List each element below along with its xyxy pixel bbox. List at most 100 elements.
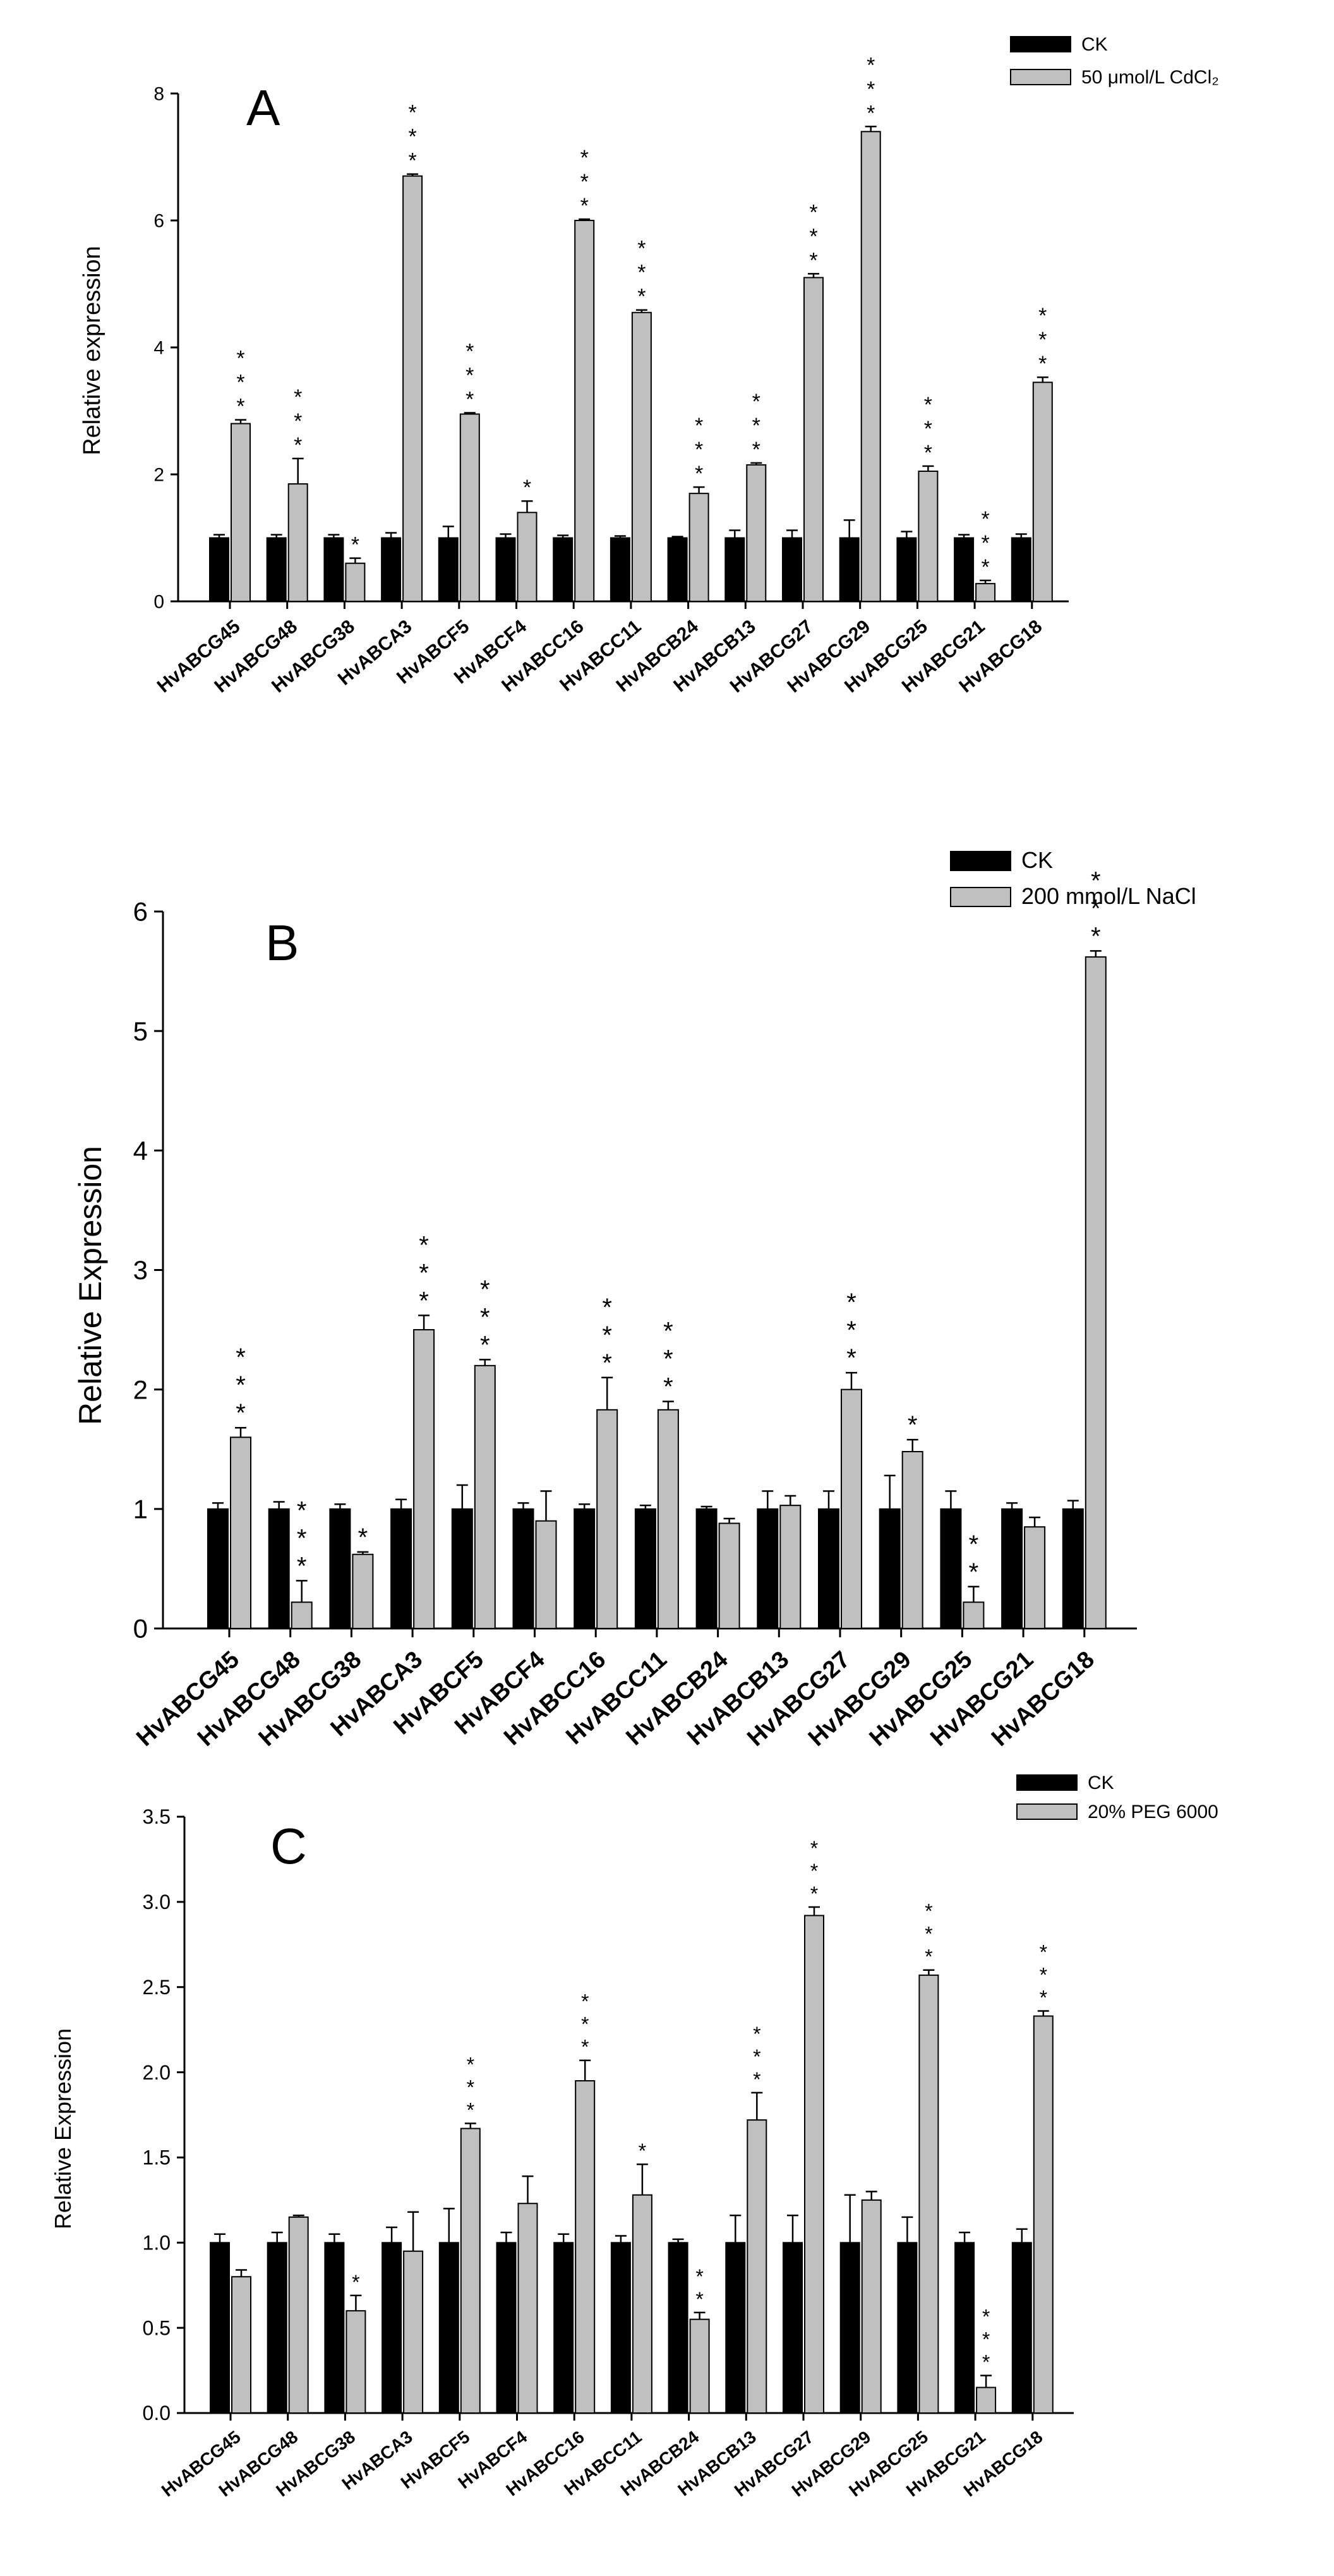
bar-treatment-hvabcc11 [657,1409,679,1629]
bar-ck-hvabcf5 [438,537,459,602]
significance-star: * [351,533,359,557]
significance-star: * [602,1349,612,1377]
bar-treatment-hvabcf5 [460,2128,481,2414]
bar-ck-hvabcg29 [839,537,860,602]
bar-treatment-hvabcg18 [1085,956,1107,1629]
bar-ck-hvabcf5 [451,1508,473,1629]
y-tick-label: 5 [133,1016,148,1046]
significance-star: * [419,1259,429,1287]
bar-treatment-hvabcb13 [779,1505,802,1630]
significance-star: * [867,77,875,101]
significance-star: * [925,1900,932,1923]
bar-ck-hvabcb24 [667,537,688,602]
bar-treatment-hvabcc11 [632,2194,652,2414]
significance-star: * [982,2328,990,2351]
legend-c-treatment-swatch [1016,1803,1078,1820]
bar-ck-hvabcb24 [695,1508,718,1629]
bar-treatment-hvabcg25 [963,1601,985,1629]
significance-star: * [352,2271,359,2294]
significance-star: * [924,393,932,417]
significance-star: * [602,1294,612,1321]
significance-star: * [236,347,244,371]
bar-ck-hvabcg27 [783,2242,803,2414]
significance-star: * [480,1303,490,1331]
significance-star: * [1038,304,1047,328]
bar-treatment-hvabcg18 [1032,382,1053,603]
bar-ck-hvabcb13 [725,2242,746,2414]
significance-star: * [663,1318,673,1345]
significance-star: * [1040,1986,1047,2009]
bar-treatment-hvabca3 [402,175,423,602]
legend-c-treatment-label: 20% PEG 6000 [1088,1802,1218,1822]
legend-b-treatment-label: 200 mmol/L NaCl [1021,883,1196,909]
significance-star: * [408,125,416,149]
bar-treatment-hvabcg38 [345,562,366,603]
bar-ck-hvabcc16 [574,1508,596,1629]
significance-star: * [846,1344,856,1372]
significance-star: * [358,1524,368,1551]
significance-star: * [981,507,989,531]
significance-star: * [581,1990,589,2013]
y-tick-label: 1.0 [143,2231,171,2254]
significance-star: * [1040,1941,1047,1963]
bar-ck-hvabca3 [382,2242,402,2414]
significance-star: * [867,53,875,77]
significance-star: * [236,395,244,419]
bar-treatment-hvabcg29 [860,131,881,603]
significance-star: * [581,2013,589,2036]
significance-star: * [663,1345,673,1373]
bar-treatment-hvabcc16 [596,1409,618,1629]
y-tick-label: 2 [153,465,164,486]
significance-star: * [810,1860,818,1882]
bar-treatment-hvabcb24 [688,493,709,603]
significance-star: * [466,364,474,388]
bar-treatment-hvabcg21 [1024,1526,1046,1629]
significance-star: * [419,1231,429,1259]
panel-b-legend: CK 200 mmol/L NaCl [950,847,1196,909]
bar-treatment-hvabcg45 [230,1436,251,1629]
bar-ck-hvabca3 [390,1508,412,1629]
bar-ck-hvabcg27 [818,1508,839,1629]
significance-star: * [466,388,474,412]
panel-a-label: A [246,80,280,136]
bar-treatment-hvabcg45 [231,423,251,602]
significance-star: * [580,194,589,218]
bar-ck-hvabca3 [381,537,402,602]
significance-star: * [1038,352,1047,376]
significance-star: * [637,261,646,285]
bar-ck-hvabcg21 [1001,1508,1023,1629]
significance-star: * [695,438,703,462]
bar-ck-hvabcg48 [267,2242,287,2414]
bar-treatment-hvabcc16 [574,220,595,602]
significance-star: * [297,1496,307,1524]
significance-star: * [695,2288,703,2311]
significance-star: * [809,248,817,272]
bar-ck-hvabcg21 [954,537,975,602]
significance-star: * [236,1399,246,1427]
bar-treatment-hvabcf4 [535,1520,557,1629]
y-tick-label: 2 [133,1375,148,1404]
bar-ck-hvabcg18 [1062,1508,1084,1629]
legend-a-ck-label: CK [1081,34,1108,55]
significance-star: * [408,149,416,173]
bar-treatment-hvabcg48 [287,483,308,603]
significance-star: * [924,441,932,465]
bar-ck-hvabcc16 [553,537,574,602]
bar-treatment-hvabcg38 [346,2310,366,2414]
legend-a-treatment-swatch [1010,69,1071,85]
bar-treatment-hvabcf5 [459,413,480,603]
y-tick-label: 1.5 [143,2146,171,2169]
bar-treatment-hvabcg29 [861,2199,882,2414]
bar-treatment-hvabcg45 [231,2276,251,2414]
bar-treatment-hvabcb13 [747,2119,767,2414]
significance-star: * [752,438,760,462]
panel-b-label: B [265,915,299,971]
bar-treatment-hvabcg21 [976,2386,997,2414]
bar-ck-hvabcg25 [940,1508,962,1629]
y-tick-label: 3 [133,1255,148,1285]
significance-star: * [294,385,302,409]
significance-star: * [419,1287,429,1315]
panel-c-ylabel: Relative Expression [50,2028,76,2229]
y-tick-label: 1 [133,1495,148,1524]
panel-a-legend: CK 50 μmol/L CdCl₂ [1010,34,1219,88]
